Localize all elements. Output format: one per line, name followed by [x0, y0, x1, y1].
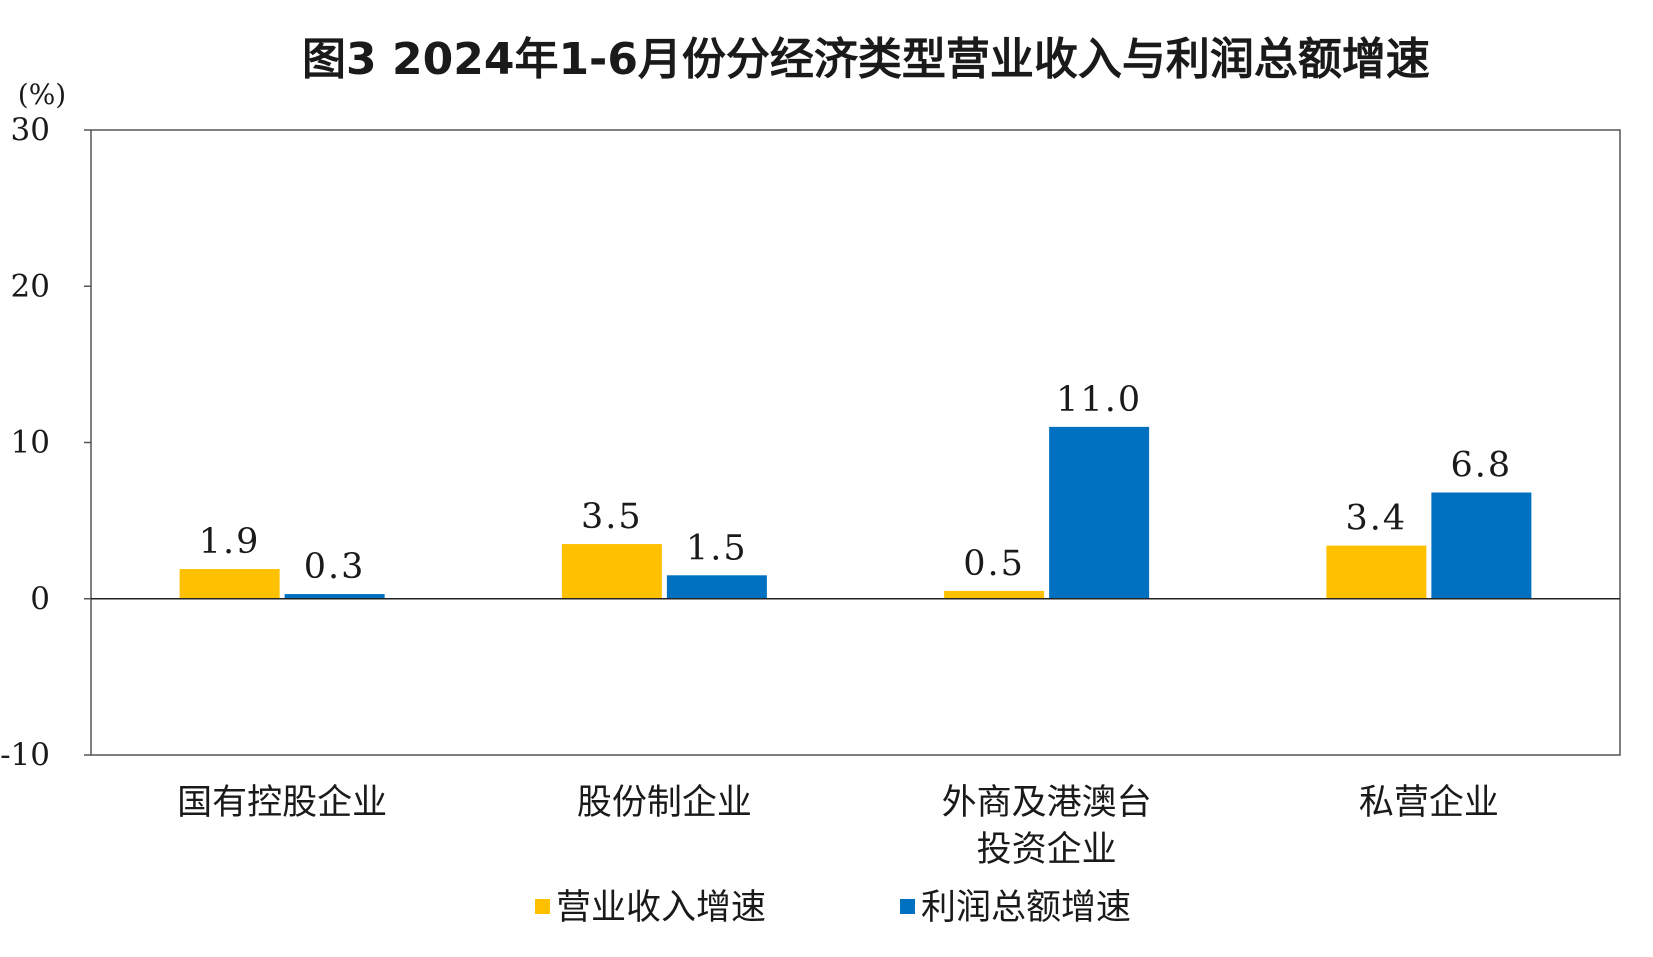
- plot-area-frame: [90, 129, 1621, 756]
- data-label-group: 1.9 3.5 0.5 3.4 0.3 1.5 11.0 6.8: [199, 380, 1513, 587]
- revenue-growth-bar: [179, 569, 280, 599]
- legend-label-profit: 利润总额增速: [921, 888, 1131, 928]
- profit-growth-value-label: 6.8: [1451, 446, 1513, 486]
- revenue-growth-value-label: 0.5: [963, 544, 1025, 584]
- x-category-label: 私营企业: [1359, 783, 1499, 823]
- x-category-label: 国有控股企业: [177, 783, 387, 823]
- revenue-growth-bar: [944, 590, 1045, 599]
- bar-series-group: [179, 426, 1532, 599]
- y-tick-label: 10: [11, 425, 50, 461]
- legend-label-revenue: 营业收入增速: [556, 888, 766, 928]
- profit-growth-value-label: 1.5: [686, 528, 748, 568]
- profit-growth-bar: [666, 575, 767, 599]
- revenue-growth-bar: [1326, 545, 1427, 599]
- y-axis-tick-labels: 30 20 10 0 -10: [0, 112, 91, 773]
- y-tick-label: 20: [11, 268, 50, 304]
- legend: 营业收入增速 利润总额增速: [535, 888, 1131, 928]
- revenue-growth-bar: [561, 544, 662, 599]
- legend-swatch-revenue: [535, 899, 550, 914]
- y-tick-label: 0: [30, 581, 50, 617]
- profit-growth-bar: [1049, 426, 1150, 599]
- profit-growth-value-label: 0.3: [304, 547, 366, 587]
- y-tick-label: -10: [0, 737, 50, 773]
- profit-growth-bar: [1431, 492, 1532, 599]
- profit-growth-value-label: 11.0: [1056, 380, 1142, 420]
- chart-title: 图3 2024年1-6月份分经济类型营业收入与利润总额增速: [302, 34, 1430, 85]
- y-tick-label: 30: [11, 112, 50, 148]
- x-category-label: 股份制企业: [577, 783, 752, 823]
- y-axis-unit-label: (%): [18, 78, 66, 111]
- profit-growth-bar: [284, 594, 385, 599]
- revenue-growth-value-label: 3.5: [581, 497, 643, 537]
- x-category-label: 外商及港澳台: [942, 783, 1152, 823]
- x-category-label: 投资企业: [977, 830, 1117, 870]
- revenue-growth-value-label: 1.9: [199, 522, 261, 562]
- revenue-growth-value-label: 3.4: [1346, 499, 1408, 539]
- legend-swatch-profit: [900, 899, 915, 914]
